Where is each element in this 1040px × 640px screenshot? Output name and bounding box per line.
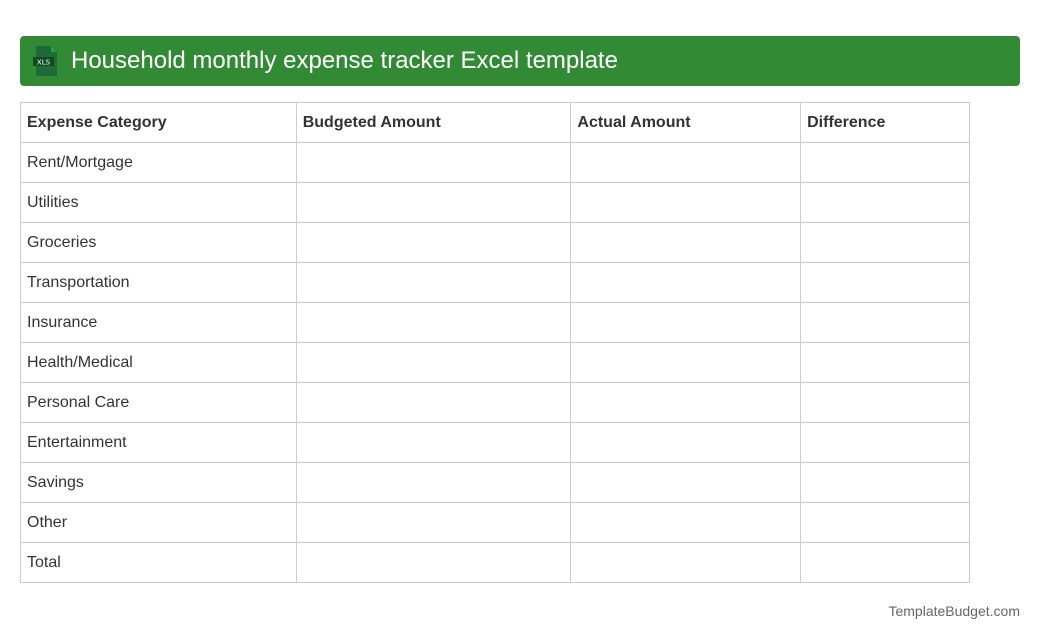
amount-cell[interactable]: [800, 182, 970, 223]
table-row: Total: [20, 542, 970, 583]
category-cell[interactable]: Groceries: [20, 222, 297, 263]
amount-cell[interactable]: [800, 542, 970, 583]
column-header: Budgeted Amount: [295, 102, 572, 143]
amount-cell[interactable]: [800, 222, 970, 263]
amount-cell[interactable]: [570, 462, 802, 503]
amount-cell[interactable]: [295, 542, 572, 583]
amount-cell[interactable]: [295, 422, 572, 463]
amount-cell[interactable]: [295, 222, 572, 263]
amount-cell[interactable]: [295, 502, 572, 543]
amount-cell[interactable]: [570, 502, 802, 543]
category-cell[interactable]: Rent/Mortgage: [20, 142, 297, 183]
category-cell[interactable]: Health/Medical: [20, 342, 297, 383]
xls-file-icon: XLS: [33, 46, 57, 76]
amount-cell[interactable]: [295, 262, 572, 303]
amount-cell[interactable]: [570, 262, 802, 303]
page-title: Household monthly expense tracker Excel …: [71, 47, 618, 74]
amount-cell[interactable]: [800, 142, 970, 183]
table-row: Transportation: [20, 262, 970, 303]
amount-cell[interactable]: [570, 342, 802, 383]
column-header: Expense Category: [20, 102, 297, 143]
category-cell[interactable]: Transportation: [20, 262, 297, 303]
category-cell[interactable]: Entertainment: [20, 422, 297, 463]
table-row: Groceries: [20, 222, 970, 263]
amount-cell[interactable]: [570, 422, 802, 463]
category-cell[interactable]: Savings: [20, 462, 297, 503]
amount-cell[interactable]: [295, 342, 572, 383]
amount-cell[interactable]: [570, 542, 802, 583]
amount-cell[interactable]: [295, 182, 572, 223]
amount-cell[interactable]: [570, 382, 802, 423]
amount-cell[interactable]: [295, 142, 572, 183]
title-banner: XLS Household monthly expense tracker Ex…: [20, 36, 1020, 86]
category-cell[interactable]: Other: [20, 502, 297, 543]
amount-cell[interactable]: [800, 462, 970, 503]
table-row: Insurance: [20, 302, 970, 343]
amount-cell[interactable]: [570, 222, 802, 263]
footer-brand[interactable]: TemplateBudget.com: [888, 603, 1020, 619]
amount-cell[interactable]: [570, 182, 802, 223]
table-row: Other: [20, 502, 970, 543]
svg-text:XLS: XLS: [37, 59, 51, 67]
category-cell[interactable]: Total: [20, 542, 297, 583]
column-header: Actual Amount: [570, 102, 802, 143]
amount-cell[interactable]: [800, 382, 970, 423]
amount-cell[interactable]: [295, 462, 572, 503]
table-row: Rent/Mortgage: [20, 142, 970, 183]
amount-cell[interactable]: [295, 382, 572, 423]
amount-cell[interactable]: [800, 422, 970, 463]
amount-cell[interactable]: [800, 502, 970, 543]
category-cell[interactable]: Insurance: [20, 302, 297, 343]
expense-table: Expense Category Budgeted Amount Actual Am…: [20, 102, 970, 583]
table-row: Health/Medical: [20, 342, 970, 383]
table-row: Personal Care: [20, 382, 970, 423]
table-row: Entertainment: [20, 422, 970, 463]
amount-cell[interactable]: [800, 342, 970, 383]
amount-cell[interactable]: [295, 302, 572, 343]
table-row: Savings: [20, 462, 970, 503]
table-header-row: Expense Category Budgeted Amount Actual Am…: [20, 102, 970, 143]
category-cell[interactable]: Utilities: [20, 182, 297, 223]
amount-cell[interactable]: [800, 302, 970, 343]
amount-cell[interactable]: [570, 142, 802, 183]
table-row: Utilities: [20, 182, 970, 223]
category-cell[interactable]: Personal Care: [20, 382, 297, 423]
amount-cell[interactable]: [800, 262, 970, 303]
column-header: Difference: [800, 102, 970, 143]
amount-cell[interactable]: [570, 302, 802, 343]
